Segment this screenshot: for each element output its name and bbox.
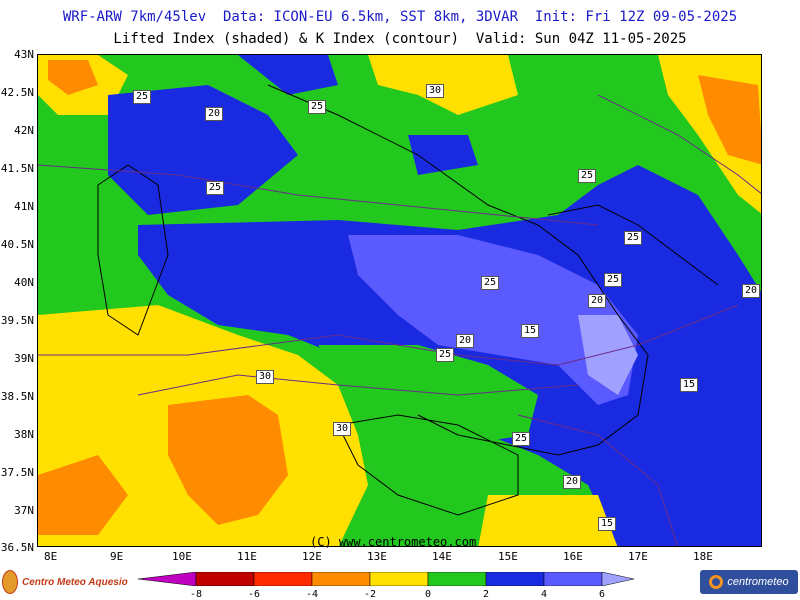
contour-label: 20	[205, 107, 224, 121]
colorbar-tick: 4	[540, 589, 548, 600]
colorbar-segment	[485, 572, 545, 586]
logo-ring-icon	[709, 575, 724, 589]
lat-label: 38.5N	[0, 390, 34, 403]
contour-label: 25	[133, 90, 152, 104]
contour-label: 25	[578, 169, 597, 183]
contour-label: 25	[604, 273, 623, 287]
contour-label: 20	[563, 475, 582, 489]
contour-label: 20	[456, 334, 475, 348]
lon-label: 16E	[563, 550, 583, 563]
contour-label: 25	[624, 231, 643, 245]
colorbar-tick: -4	[305, 589, 319, 600]
contour-label: 30	[426, 84, 445, 98]
lat-label: 37N	[14, 504, 34, 517]
lat-label: 39N	[14, 352, 34, 365]
colorbar-tick: -2	[363, 589, 377, 600]
lon-label: 8E	[44, 550, 58, 563]
lon-label: 13E	[367, 550, 387, 563]
colorbar-segment	[427, 572, 487, 586]
contour-label: 15	[521, 324, 540, 338]
logo-emblem-icon	[2, 570, 18, 594]
lon-label: 9E	[110, 550, 124, 563]
contour-label: 25	[308, 100, 327, 114]
lat-label: 39.5N	[0, 314, 34, 327]
lifted-index-colorbar	[138, 572, 634, 586]
lon-label: 18E	[693, 550, 713, 563]
lat-label: 41N	[14, 200, 34, 213]
contour-label: 15	[598, 517, 617, 531]
lat-label: 40N	[14, 276, 34, 289]
lat-label: 41.5N	[0, 162, 34, 175]
colorbar-tick: 2	[482, 589, 490, 600]
colorbar-tick: 6	[598, 589, 606, 600]
colorbar-segment	[543, 572, 603, 586]
logo-right-text: centrometeo	[727, 576, 789, 588]
contour-label: 25	[436, 348, 455, 362]
colorbar-segment	[253, 572, 313, 586]
map-title-line2: Lifted Index (shaded) & K Index (contour…	[113, 31, 687, 47]
contour-label: 25	[512, 432, 531, 446]
lat-label: 36.5N	[0, 541, 34, 554]
lifted-index-field	[38, 55, 761, 546]
lat-label: 38N	[14, 428, 34, 441]
lon-label: 14E	[432, 550, 452, 563]
lat-label: 43N	[14, 48, 34, 61]
weather-map	[37, 54, 762, 547]
contour-label: 20	[742, 284, 761, 298]
contour-label: 30	[333, 422, 352, 436]
lon-label: 15E	[498, 550, 518, 563]
lon-label: 12E	[302, 550, 322, 563]
contour-label: 15	[680, 378, 699, 392]
colorbar-tick: -8	[189, 589, 203, 600]
lat-label: 37.5N	[0, 466, 34, 479]
lon-label: 17E	[628, 550, 648, 563]
colorbar-segment	[138, 572, 197, 586]
contour-label: 30	[256, 370, 275, 384]
colorbar-segment	[311, 572, 371, 586]
lon-label: 10E	[172, 550, 192, 563]
lat-label: 42.5N	[0, 86, 34, 99]
centrometeo-logo: centrometeo	[700, 570, 798, 594]
copyright-text: (C) www.centrometeo.com	[310, 535, 477, 549]
lat-label: 40.5N	[0, 238, 34, 251]
logo-left-text: Centro Meteo Aquesio	[22, 576, 128, 588]
contour-label: 25	[206, 181, 225, 195]
colorbar-tick: -6	[247, 589, 261, 600]
lon-label: 11E	[237, 550, 257, 563]
colorbar-tick: 0	[424, 589, 432, 600]
colorbar-segment	[601, 572, 634, 586]
colorbar-segment	[369, 572, 429, 586]
contour-label: 20	[588, 294, 607, 308]
centro-meteo-aquesio-logo: Centro Meteo Aquesio	[2, 570, 132, 594]
colorbar-segment	[195, 572, 255, 586]
map-title-line1: WRF-ARW 7km/45lev Data: ICON-EU 6.5km, S…	[62, 9, 738, 25]
contour-label: 25	[481, 276, 500, 290]
lat-label: 42N	[14, 124, 34, 137]
